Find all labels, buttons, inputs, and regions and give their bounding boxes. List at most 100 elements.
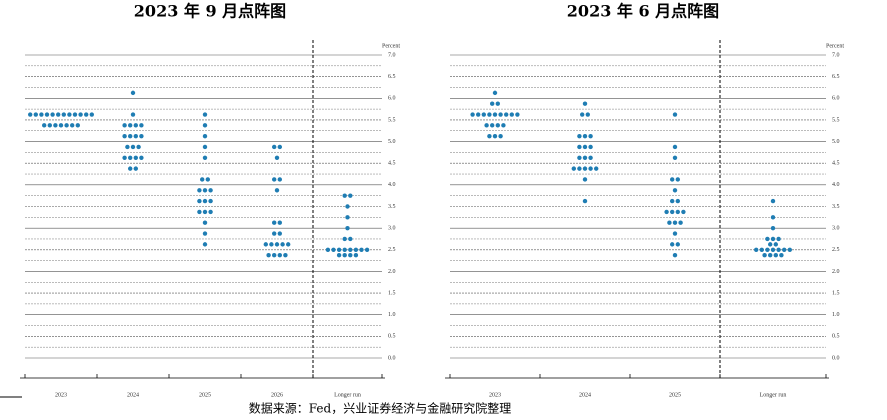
dot [675,242,680,247]
dot-row [577,133,593,139]
dot-row [577,155,593,161]
dot [495,123,500,128]
dot-row [672,155,678,161]
dot-row [272,144,282,150]
dot [133,133,138,139]
dot-row [672,144,678,150]
dot-row [272,220,282,225]
y-tick-label: 5.0 [832,139,840,145]
y-tick-label: 1.5 [388,290,396,296]
dot [208,209,213,215]
dot-row [345,215,350,220]
dot-row [577,144,593,150]
dot [492,90,498,96]
dot [47,123,52,128]
dot [202,133,208,139]
dot [39,112,44,117]
dot [78,112,83,117]
dot-row [336,252,359,258]
dot [202,220,208,225]
dot [128,123,133,128]
dot [342,236,347,242]
dot [280,242,285,247]
dot [776,236,781,242]
dot-row [770,225,776,231]
dot-row [202,123,208,128]
dot [359,247,364,252]
dot [765,247,770,252]
dot [342,193,347,198]
dot [202,155,208,161]
dot-row [571,166,599,171]
x-tick-label: 2023 [55,392,67,398]
dot [84,112,89,117]
chart-title: 2023 年 6 月点阵图 [567,2,719,21]
dot [133,123,138,128]
dot [495,101,500,106]
dot-row [670,198,680,204]
x-tick-label: 2026 [271,392,283,398]
dot [139,133,144,139]
dot [325,247,331,252]
dot [681,209,686,215]
dot [492,112,498,117]
dot [580,112,585,117]
y-tick-label: 0.0 [832,355,840,361]
y-tick-label: 3.0 [388,226,396,232]
dot [759,247,764,252]
dot [353,247,359,252]
dot [122,133,127,139]
dot-row [197,198,213,204]
dot [770,198,776,204]
y-tick-label: 0.0 [388,355,396,361]
dot [75,123,81,128]
dot-row [125,144,141,150]
dot [208,198,213,204]
dot [202,198,208,204]
dot [336,252,342,258]
dot [28,112,33,117]
dot [582,177,588,182]
dot [345,225,350,231]
dot [754,247,759,252]
y-tick-label: 6.0 [388,96,396,102]
dot [498,133,503,139]
dot-row [582,101,588,106]
dot [272,144,277,150]
y-tick-label: 3.0 [832,226,840,232]
dot [139,123,144,128]
dot [277,220,282,225]
dot [585,112,590,117]
x-tick-label: 2023 [489,392,501,398]
dot [768,252,773,258]
y-axis-label: Percent [826,43,844,49]
dot-row [345,225,350,231]
dot [197,188,202,193]
dot [675,177,680,182]
y-tick-label: 6.5 [388,74,396,80]
dot-row [492,90,498,96]
y-tick-label: 1.0 [832,312,840,318]
dot [765,236,770,242]
dot [498,112,503,117]
dot-row [664,209,686,215]
dot [277,144,282,150]
dot [490,123,495,128]
y-tick-label: 3.5 [832,204,840,210]
dot [577,144,582,150]
dot-row [672,231,678,236]
dot-row [202,231,208,236]
dot-row [130,112,136,117]
dot [272,220,277,225]
dot [762,252,767,258]
dot [336,247,342,252]
dot-row [202,133,208,139]
dot [136,144,141,150]
y-tick-label: 0.5 [832,334,840,340]
dot [283,252,288,258]
dot [670,198,675,204]
dot [353,252,359,258]
dot [42,123,47,128]
dot-row [202,144,208,150]
dot [487,133,492,139]
